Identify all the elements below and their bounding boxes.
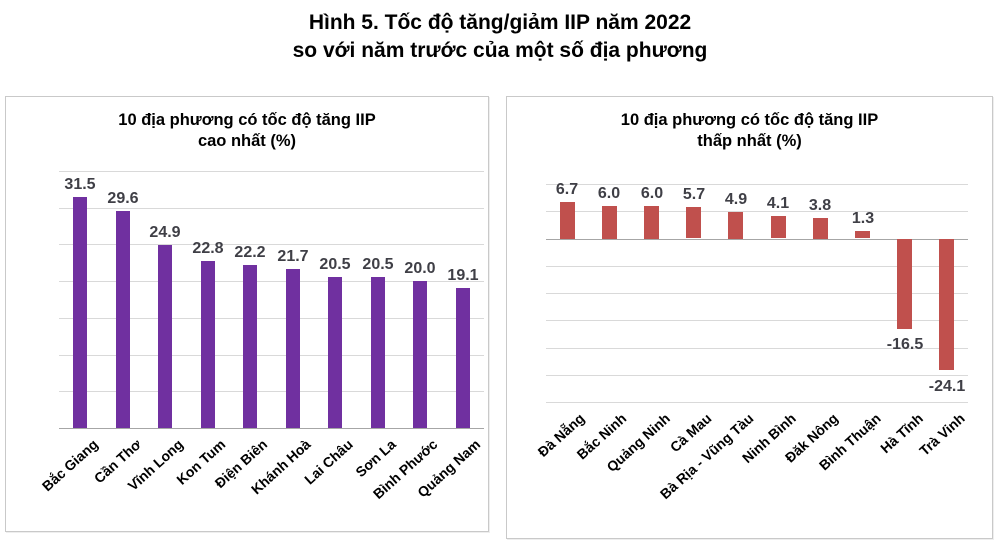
gridline <box>59 318 484 319</box>
plot-area-lowest: 6.7 Đà Nẵng 6.0 Bắc Ninh 6.0 Quảng Ninh 5.7 Cà … <box>535 181 968 502</box>
bar <box>771 216 786 238</box>
gridline <box>546 375 968 376</box>
bar-value-label: 31.5 <box>64 176 96 193</box>
bar-value-label: 6.0 <box>640 185 664 202</box>
bar <box>813 218 828 239</box>
gridline <box>546 184 968 185</box>
bar-value-label: 22.8 <box>192 240 224 257</box>
bar <box>413 281 427 428</box>
figure-title: Hình 5. Tốc độ tăng/giảm IIP năm 2022 so… <box>0 9 1000 64</box>
bar <box>728 212 743 239</box>
bar <box>560 202 575 239</box>
figure-title-line2: so với năm trước của một số địa phương <box>292 38 708 62</box>
gridline <box>546 293 968 294</box>
gridline <box>59 355 484 356</box>
chart-panel-highest-iip: 10 địa phương có tốc độ tăng IIP cao nhấ… <box>5 96 489 532</box>
gridline <box>59 244 484 245</box>
chart-title-line2: cao nhất (%) <box>197 132 297 151</box>
gridline <box>546 266 968 267</box>
chart-title-lowest: 10 địa phương có tốc độ tăng IIP thấp nh… <box>507 110 992 152</box>
bar <box>602 206 617 239</box>
bar-value-label: 5.7 <box>682 186 706 203</box>
gridline <box>59 281 484 282</box>
bar <box>644 206 659 239</box>
chart-title-highest: 10 địa phương có tốc độ tăng IIP cao nhấ… <box>6 110 488 152</box>
bar-value-label: 19.1 <box>447 267 479 284</box>
bar <box>897 239 912 329</box>
bar <box>686 207 701 238</box>
chart-title-line2: thấp nhất (%) <box>697 132 802 151</box>
bar <box>201 261 215 428</box>
bar-value-label: 4.1 <box>766 195 790 212</box>
figure-title-line1: Hình 5. Tốc độ tăng/giảm IIP năm 2022 <box>308 11 692 34</box>
chart-title-line1: 10 địa phương có tốc độ tăng IIP <box>620 111 879 129</box>
plot-area-highest: 31.5 Bắc Giang 29.6 Cần Thơ 24.9 Vĩnh Long 22.… <box>39 171 484 502</box>
bar <box>456 288 470 428</box>
chart-title-line1: 10 địa phương có tốc độ tăng IIP <box>118 111 376 129</box>
x-axis-line <box>59 428 484 429</box>
gridline <box>59 171 484 172</box>
bar-value-label: 20.0 <box>404 260 436 277</box>
gridline <box>546 402 968 403</box>
bar <box>286 269 300 428</box>
gridline <box>546 211 968 212</box>
x-axis-label: Bắc Giang <box>38 436 101 495</box>
bar <box>328 277 342 428</box>
bar-value-label: 21.7 <box>277 248 309 265</box>
bar-value-label: 6.0 <box>597 185 621 202</box>
bar <box>158 245 172 428</box>
gridline <box>546 348 968 349</box>
gridline <box>59 391 484 392</box>
bar-value-label: 24.9 <box>149 224 181 241</box>
x-axis-label: Trà Vinh <box>916 410 968 459</box>
bar <box>855 231 870 238</box>
bar-value-label: 20.5 <box>362 256 394 273</box>
gridline <box>546 320 968 321</box>
bar-value-label: 4.9 <box>724 191 748 208</box>
bar <box>243 265 257 428</box>
bar-value-label: -16.5 <box>886 336 924 353</box>
bar-value-label: 3.8 <box>808 197 832 214</box>
x-axis-line <box>546 239 968 240</box>
bar <box>371 277 385 428</box>
bar <box>939 239 954 370</box>
bar-value-label: 20.5 <box>319 256 351 273</box>
bar-value-label: 6.7 <box>555 181 579 198</box>
gridline <box>59 208 484 209</box>
bar-value-label: -24.1 <box>928 378 966 395</box>
bar-value-label: 29.6 <box>107 190 139 207</box>
bar <box>116 211 130 428</box>
bar-value-label: 1.3 <box>851 210 875 227</box>
bar <box>73 197 87 428</box>
chart-panel-lowest-iip: 10 địa phương có tốc độ tăng IIP thấp nh… <box>506 96 993 539</box>
bar-value-label: 22.2 <box>234 244 266 261</box>
